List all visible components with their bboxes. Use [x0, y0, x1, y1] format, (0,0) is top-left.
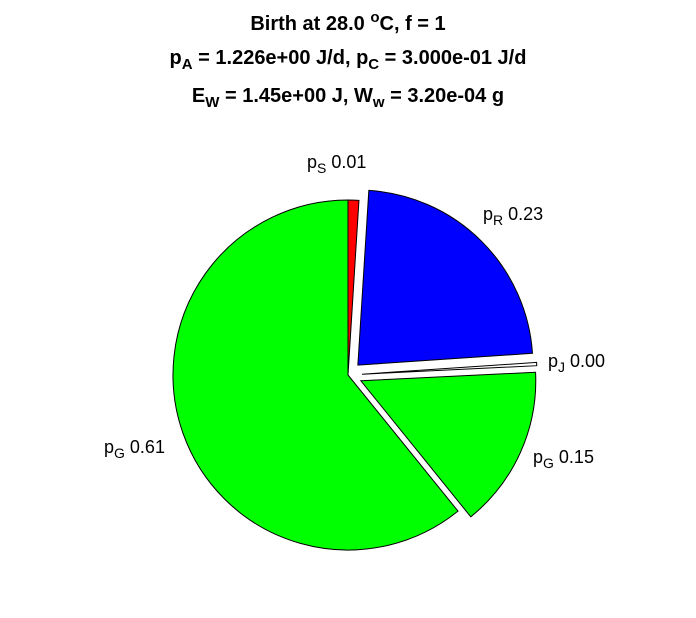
slice-ps	[347, 199, 360, 376]
slice-label-pr: pR 0.23	[483, 204, 544, 228]
slice-pg-large	[172, 199, 459, 551]
slice-pr	[357, 189, 534, 366]
slice-label-pj: pJ 0.00	[548, 351, 606, 375]
chart-title-line-2: pA = 1.226e+00 J/d, pC = 3.000e-01 J/d	[169, 47, 527, 73]
slice-label-pg-small: pG 0.15	[533, 447, 594, 471]
slice-label-pg-large: pG 0.61	[104, 437, 165, 461]
chart-title-line-1: Birth at 28.0 oC, f = 1	[250, 9, 446, 35]
slice-label-ps: pS 0.01	[307, 152, 367, 176]
slice-pj	[361, 361, 538, 375]
chart-title-line-3: EW = 1.45e+00 J, Ww = 3.20e-04 g	[191, 85, 505, 111]
slice-pg-small	[359, 371, 537, 518]
